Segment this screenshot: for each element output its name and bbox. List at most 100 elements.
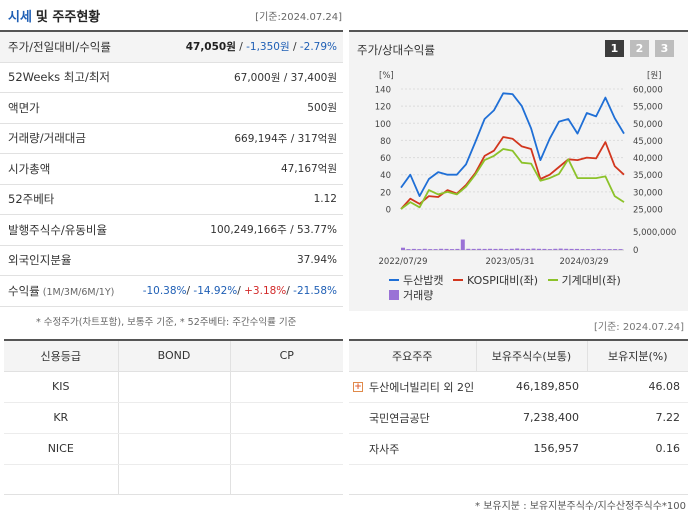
price-row: 시가총액 47,167억원 (0, 154, 343, 185)
volume-bar (455, 248, 460, 250)
agency-name: NICE (4, 433, 119, 465)
volume-bar (515, 248, 520, 250)
legend-label: 기계대비(좌) (561, 273, 621, 287)
volume-bar (417, 249, 422, 250)
holding-pct: 46.08 (587, 371, 688, 403)
price-table: 주가/전일대비/수익률 47,050원 / -1,350원 / -2.79% 52W… (0, 30, 343, 307)
volume-bar (471, 248, 476, 250)
right-tick-label: 45,000 (633, 137, 663, 147)
right-tick-label: 30,000 (633, 188, 663, 198)
cp-rating (230, 402, 343, 434)
expand-icon[interactable]: + (353, 381, 363, 392)
holding-pct: 0.16 (587, 433, 688, 465)
price-label: 발행주식수/유동비율 (8, 222, 108, 237)
volume-bar (450, 249, 454, 250)
volume-bar (607, 249, 612, 250)
volume-tick-label: 5,000,000 (633, 228, 676, 238)
legend-item: 기계대비(좌) (547, 273, 621, 288)
volume-tick-label: 0 (633, 246, 638, 256)
price-label: 시가총액 (8, 161, 51, 176)
shareholder-note: * 보유지분 : 보유지분주식수/지수산정주식수*100 (475, 501, 686, 512)
volume-bar (602, 249, 607, 250)
agency-name: KIS (4, 371, 119, 403)
price-value: 47,167억원 (281, 161, 337, 176)
price-value: 1.12 (314, 193, 337, 205)
shareholder-table: 주요주주 보유주식수(보통) 보유지분(%) + 두산에너빌리티 외 2인 46,… (349, 339, 688, 495)
shareholder-name[interactable]: 두산에너빌리티 외 2인 (369, 380, 475, 394)
volume-bar (575, 248, 579, 250)
volume-bar (553, 248, 558, 250)
legend-item: KOSPI대비(좌) (452, 273, 538, 288)
volume-bar (482, 248, 487, 250)
volume-bar (504, 249, 509, 250)
price-label: 수익률 (8, 283, 40, 298)
shares-held: 156,957 (476, 433, 587, 465)
volume-bar (520, 248, 525, 250)
table-row: 국민연금공단 7,238,400 7.22 (349, 402, 688, 434)
shares-held: 7,238,400 (476, 402, 587, 434)
shareholder-name: 자사주 (349, 433, 476, 465)
period-button-1[interactable]: 1 (605, 40, 624, 57)
price-label: 외국인지분율 (8, 253, 72, 268)
left-tick-label: 120 (375, 103, 391, 113)
x-tick-label: 2024/03/29 (560, 257, 609, 267)
volume-bar (585, 249, 590, 250)
price-value-part: -1,350원 (246, 41, 290, 54)
chart-title: 주가/상대수익률 (357, 43, 435, 57)
volume-bar (439, 248, 444, 250)
price-label: 거래량/거래대금 (8, 131, 86, 146)
volume-bar (466, 248, 471, 250)
right-unit-label: [원] (647, 71, 661, 81)
price-value-part: / (235, 41, 247, 54)
volume-bar (569, 248, 574, 250)
price-value-part: 47,050원 (185, 41, 236, 54)
volume-bar (433, 249, 438, 250)
left-tick-label: 60 (380, 154, 391, 164)
price-row: 수익률 (1M/3M/6M/1Y) -10.38%/ -14.92%/ +3.18… (0, 276, 343, 307)
left-tick-label: 40 (380, 171, 391, 181)
left-tick-label: 80 (380, 137, 391, 147)
right-tick-label: 35,000 (633, 171, 663, 181)
price-value-part: 500원 (307, 102, 337, 115)
left-tick-label: 100 (375, 120, 391, 130)
chart-legend: 두산밥캣 KOSPI대비(좌) 기계대비(좌) 거래량 (389, 270, 679, 304)
price-value: 100,249,166주 / 53.77% (210, 222, 337, 237)
volume-bar (422, 248, 427, 250)
table-row: KIS (4, 371, 343, 403)
period-button-3[interactable]: 3 (655, 40, 674, 57)
price-value: 37.94% (297, 254, 337, 266)
legend-swatch (547, 279, 558, 281)
volume-bar (613, 249, 618, 250)
legend-swatch (389, 279, 399, 281)
price-value-part: / (289, 41, 300, 54)
price-value-part: 47,167억원 (280, 163, 337, 176)
volume-bar (428, 249, 433, 250)
volume-bar (401, 247, 405, 250)
price-value: 47,050원 / -1,350원 / -2.79% (186, 39, 337, 54)
legend-label: 거래량 (403, 288, 434, 302)
period-button-2[interactable]: 2 (630, 40, 649, 57)
volume-bar (591, 249, 596, 250)
cp-rating (230, 371, 343, 403)
left-unit-label: [%] (379, 71, 394, 81)
price-value-part: / (286, 284, 294, 297)
bond-rating (118, 371, 231, 403)
agency-name: KR (4, 402, 119, 434)
price-value-part: 67,000원 / 37,400원 (233, 71, 337, 84)
price-value-part: +3.18% (244, 284, 287, 297)
price-table-note: * 수정주가(차트포함), 보통주 기준, * 52주베타: 주간수익률 기준 (36, 317, 297, 328)
volume-bar (564, 248, 569, 250)
volume-bar (477, 248, 482, 250)
right-tick-label: 40,000 (633, 154, 663, 164)
holding-pct: 7.22 (587, 402, 688, 434)
volume-bar (547, 249, 552, 250)
legend-swatch (452, 279, 463, 281)
legend-item: 두산밥캣 (389, 273, 443, 288)
credit-header: BOND (118, 340, 231, 372)
volume-bar (406, 249, 411, 250)
volume-bar (618, 249, 623, 250)
credit-header: CP (230, 340, 343, 372)
legend-swatch (389, 290, 399, 300)
